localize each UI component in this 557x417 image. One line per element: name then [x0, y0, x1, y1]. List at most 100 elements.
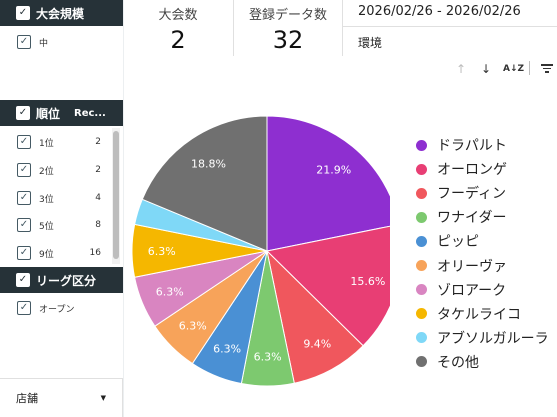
arrow-down-icon[interactable]: ↓: [481, 62, 492, 76]
legend-item-7[interactable]: タケルライコ: [416, 302, 549, 326]
rank-select-all-checkbox[interactable]: ✓: [16, 106, 30, 120]
pie-slice-9[interactable]: [141, 115, 268, 252]
pie-slice-2[interactable]: [266, 249, 364, 384]
pie-slice-label-0: 21.9%: [316, 164, 351, 177]
tournament-size-select-all-checkbox[interactable]: ✓: [16, 6, 30, 20]
checkbox[interactable]: ✓: [17, 163, 31, 177]
rank-list-scrollbar-thumb[interactable]: [113, 131, 119, 259]
rank-option-3[interactable]: ✓ 3位 4: [0, 187, 110, 209]
legend-swatch: [416, 187, 427, 199]
pie-slice-label-4: 6.3%: [213, 342, 241, 355]
legend-swatch: [416, 332, 427, 344]
legend-label: アブソルガルーラ: [437, 330, 549, 347]
legend-item-9[interactable]: その他: [416, 350, 549, 374]
rank-title: 順位: [36, 106, 61, 121]
legend-item-8[interactable]: アブソルガルーラ: [416, 326, 549, 350]
arrow-up-icon[interactable]: ↑: [456, 62, 467, 76]
legend-swatch: [416, 284, 427, 296]
tournament-size-option-middle[interactable]: ✓ 中: [0, 31, 110, 53]
legend-label: フーディン: [437, 186, 507, 203]
legend-label: オーロンゲ: [437, 162, 507, 179]
legend-item-3[interactable]: ワナイダー: [416, 205, 549, 229]
checkbox[interactable]: ✓: [17, 135, 31, 149]
checkbox[interactable]: ✓: [17, 191, 31, 205]
kpi-tournament-count-value: 2: [170, 26, 186, 54]
checkbox[interactable]: ✓: [17, 301, 31, 315]
date-range-underline: [343, 26, 557, 27]
pie-slice-label-9: 18.8%: [191, 157, 226, 170]
date-range-control[interactable]: 2026/02/26 - 2026/02/26: [358, 4, 521, 19]
option-label: 9位: [39, 249, 54, 260]
pie-slice-label-2: 9.4%: [303, 338, 331, 351]
legend-label: タケルライコ: [437, 306, 521, 323]
legend-label: オリーヴァ: [437, 258, 507, 275]
filter-icon[interactable]: [541, 63, 553, 73]
kpi-data-count-value: 32: [272, 26, 304, 54]
store-dropdown-label: 店舗: [16, 392, 38, 405]
pie-slice-0[interactable]: [266, 115, 390, 252]
records-column-header[interactable]: Rec...: [74, 107, 106, 119]
checkbox[interactable]: ✓: [17, 35, 31, 49]
section-title: 環境: [358, 36, 383, 50]
legend-item-5[interactable]: オリーヴァ: [416, 253, 549, 277]
environment-pie-chart: 21.9% 15.6% 9.4% 6.3% 6.3% 6.3% 6.3% 6.3% 18.8%: [131, 115, 390, 387]
record-count: 2: [95, 165, 101, 175]
chevron-down-icon: ▼: [100, 394, 106, 402]
rank-header[interactable]: ✓ 順位 Rec...: [0, 100, 123, 126]
option-label: 3位: [39, 194, 54, 205]
rank-option-1[interactable]: ✓ 1位 2: [0, 131, 110, 153]
kpi-data-count-label: 登録データ数: [248, 8, 327, 23]
record-count: 4: [95, 193, 101, 203]
record-count: 16: [89, 248, 101, 258]
pie-slice-label-3: 6.3%: [254, 350, 282, 363]
tournament-size-title: 大会規模: [36, 6, 85, 21]
legend-swatch: [416, 235, 427, 247]
league-title: リーグ区分: [36, 273, 97, 288]
option-label: 中: [39, 38, 49, 49]
legend-label: その他: [437, 354, 479, 371]
legend-swatch: [416, 260, 427, 272]
league-option-open[interactable]: ✓ オープン: [0, 297, 110, 319]
pie-slice-label-7: 6.3%: [148, 245, 176, 258]
option-label: オープン: [39, 304, 75, 315]
rank-option-5[interactable]: ✓ 5位 8: [0, 214, 110, 236]
legend-item-4[interactable]: ピッピ: [416, 229, 549, 253]
pie-slice-label-1: 15.6%: [350, 275, 385, 288]
checkbox[interactable]: ✓: [17, 218, 31, 232]
rank-option-2[interactable]: ✓ 2位 2: [0, 159, 110, 181]
store-dropdown[interactable]: 店舗 ▼: [0, 378, 123, 417]
legend-item-1[interactable]: オーロンゲ: [416, 157, 549, 181]
legend-label: ドラパルト: [437, 138, 507, 155]
league-select-all-checkbox[interactable]: ✓: [16, 273, 30, 287]
toolbar-divider: [529, 61, 530, 75]
pie-slice-label-5: 6.3%: [179, 320, 207, 333]
kpi-tournament-count-label: 大会数: [158, 8, 198, 23]
chart-legend: ドラパルトオーロンゲフーディンワナイダーピッピオリーヴァゾロアークタケルライコア…: [416, 133, 549, 374]
option-label: 1位: [39, 138, 54, 149]
sort-az-icon[interactable]: A↓Z: [503, 64, 525, 74]
kpi-divider: [233, 0, 234, 56]
record-count: 8: [95, 220, 101, 230]
legend-item-2[interactable]: フーディン: [416, 181, 549, 205]
legend-swatch: [416, 356, 427, 368]
league-header[interactable]: ✓ リーグ区分: [0, 267, 123, 293]
panel-divider: [123, 0, 124, 417]
legend-swatch: [416, 211, 427, 223]
record-count: 2: [95, 137, 101, 147]
option-label: 5位: [39, 221, 54, 232]
legend-label: ゾロアーク: [437, 282, 507, 299]
legend-swatch: [416, 163, 427, 175]
legend-item-0[interactable]: ドラパルト: [416, 133, 549, 157]
option-label: 2位: [39, 166, 54, 177]
legend-item-6[interactable]: ゾロアーク: [416, 278, 549, 302]
pie-slice-1[interactable]: [265, 224, 390, 347]
checkbox[interactable]: ✓: [17, 246, 31, 260]
tournament-size-header[interactable]: ✓ 大会規模: [0, 0, 123, 26]
legend-label: ピッピ: [437, 234, 479, 251]
legend-label: ワナイダー: [437, 210, 507, 227]
legend-swatch: [416, 308, 427, 320]
rank-option-9[interactable]: ✓ 9位 16: [0, 242, 110, 264]
legend-swatch: [416, 139, 427, 151]
kpi-divider: [342, 0, 343, 56]
pie-slice-label-6: 6.3%: [156, 285, 184, 298]
